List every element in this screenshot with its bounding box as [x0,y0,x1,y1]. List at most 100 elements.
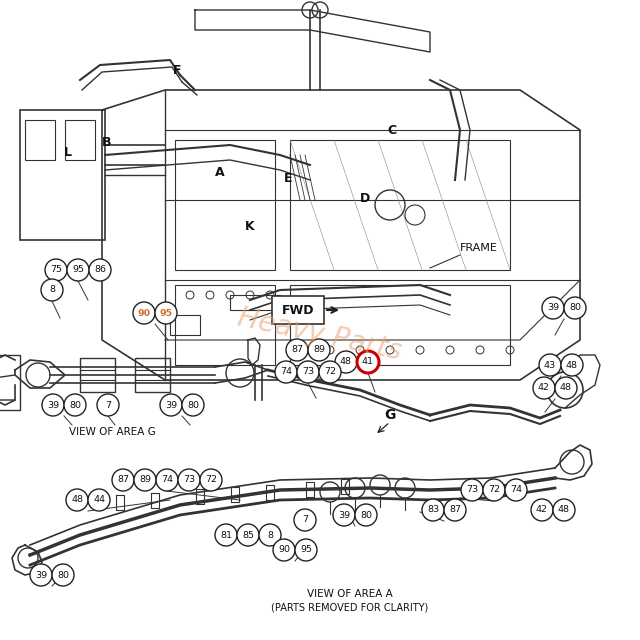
Circle shape [66,489,88,511]
Circle shape [483,479,505,501]
Text: D: D [360,191,370,205]
Circle shape [112,469,134,491]
Text: 72: 72 [488,486,500,495]
Circle shape [531,499,553,521]
Circle shape [273,539,295,561]
Circle shape [215,524,237,546]
Bar [290,140,510,270]
Text: 73: 73 [466,486,478,495]
Text: 85: 85 [242,531,254,540]
Circle shape [133,302,155,324]
Circle shape [45,259,67,281]
Circle shape [561,354,583,376]
Text: 8: 8 [267,531,273,540]
Text: 80: 80 [57,570,69,579]
Circle shape [444,499,466,521]
Circle shape [89,259,111,281]
Text: 72: 72 [205,476,217,484]
Circle shape [134,469,156,491]
Circle shape [200,469,222,491]
Circle shape [355,504,377,526]
Bar [175,140,275,270]
Circle shape [97,394,119,416]
Text: 87: 87 [117,476,129,484]
Circle shape [41,279,63,301]
Circle shape [333,504,355,526]
Circle shape [155,302,177,324]
Text: 48: 48 [566,360,578,369]
Text: 86: 86 [94,266,106,275]
Text: 83: 83 [427,506,439,515]
Text: 74: 74 [161,476,173,484]
Circle shape [422,499,444,521]
Circle shape [297,361,319,383]
Text: 95: 95 [72,266,84,275]
Circle shape [533,377,555,399]
Circle shape [539,354,561,376]
Text: 72: 72 [324,367,336,376]
Text: 42: 42 [536,506,548,515]
Circle shape [319,361,341,383]
Text: 75: 75 [50,266,62,275]
Text: G: G [384,408,396,422]
Circle shape [294,509,316,531]
Circle shape [259,524,281,546]
Text: 39: 39 [35,570,47,579]
Text: 39: 39 [547,303,559,312]
Circle shape [335,351,357,373]
Text: F: F [173,63,181,77]
Text: 90: 90 [138,308,150,317]
Text: 42: 42 [538,383,550,392]
Circle shape [357,351,379,373]
Circle shape [564,297,586,319]
Text: 41: 41 [362,358,374,367]
Circle shape [295,539,317,561]
Circle shape [553,499,575,521]
Text: 74: 74 [510,486,522,495]
Bar [135,358,170,392]
Circle shape [64,394,86,416]
Circle shape [555,377,577,399]
Bar [175,285,275,365]
Text: L: L [64,145,72,159]
Text: 89: 89 [139,476,151,484]
Text: 43: 43 [544,360,556,369]
Circle shape [275,361,297,383]
Bar [290,285,510,365]
Text: 80: 80 [360,511,372,520]
Bar [0,355,20,410]
Text: 87: 87 [291,346,303,355]
Text: 81: 81 [220,531,232,540]
Text: 44: 44 [93,495,105,504]
Circle shape [505,479,527,501]
Text: 80: 80 [69,401,81,410]
Text: 48: 48 [560,383,572,392]
Text: 39: 39 [338,511,350,520]
Text: 73: 73 [183,476,195,484]
Bar [65,120,95,160]
Circle shape [52,564,74,586]
Text: A: A [215,166,225,179]
Text: Heavy Parts: Heavy Parts [236,304,404,366]
Text: 95: 95 [159,308,173,317]
Text: 48: 48 [558,506,570,515]
Circle shape [308,339,330,361]
Text: 48: 48 [340,358,352,367]
Text: VIEW OF AREA G: VIEW OF AREA G [68,427,156,437]
Text: 7: 7 [105,401,111,410]
Text: VIEW OF AREA A: VIEW OF AREA A [307,589,393,599]
Text: C: C [387,124,397,136]
Text: 8: 8 [49,285,55,294]
Text: 7: 7 [302,515,308,525]
Circle shape [461,479,483,501]
Text: 74: 74 [280,367,292,376]
Text: (PARTS REMOVED FOR CLARITY): (PARTS REMOVED FOR CLARITY) [271,602,429,612]
Bar [272,296,324,324]
Text: 39: 39 [165,401,177,410]
Bar [20,110,105,240]
Bar [80,358,115,392]
Circle shape [42,394,64,416]
Circle shape [156,469,178,491]
Text: FWD: FWD [282,303,314,317]
Text: 73: 73 [302,367,314,376]
